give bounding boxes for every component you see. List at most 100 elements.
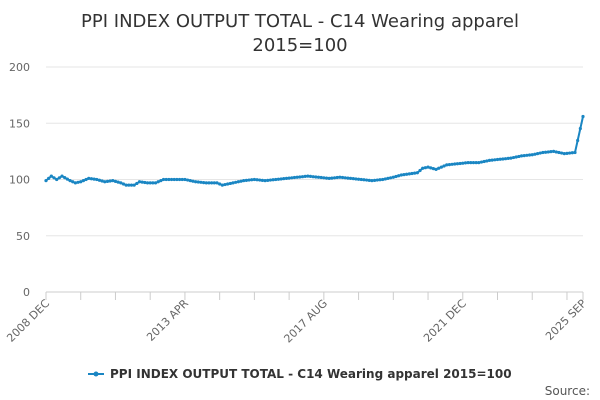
data-point[interactable] — [191, 179, 195, 183]
data-point[interactable] — [474, 161, 478, 165]
data-point[interactable] — [295, 175, 299, 179]
data-point[interactable] — [255, 178, 259, 182]
data-point[interactable] — [153, 181, 158, 185]
data-point[interactable] — [220, 183, 224, 187]
data-point[interactable] — [517, 154, 521, 159]
data-point[interactable] — [573, 150, 577, 155]
data-point[interactable] — [47, 176, 51, 180]
data-point[interactable] — [530, 153, 534, 157]
data-point[interactable] — [204, 181, 208, 185]
legend-label[interactable]: PPI INDEX OUTPUT TOTAL - C14 Wearing app… — [110, 367, 512, 381]
data-point[interactable] — [498, 157, 502, 161]
data-point[interactable] — [463, 161, 468, 165]
data-point[interactable] — [252, 177, 256, 182]
data-point[interactable] — [183, 177, 187, 182]
data-point[interactable] — [469, 161, 473, 165]
data-point[interactable] — [354, 177, 358, 181]
data-point[interactable] — [250, 178, 254, 182]
data-point[interactable] — [527, 153, 532, 157]
data-point[interactable] — [437, 166, 441, 170]
data-point[interactable] — [346, 176, 350, 180]
data-point[interactable] — [97, 178, 102, 182]
data-point[interactable] — [378, 178, 382, 182]
data-point[interactable] — [52, 176, 56, 180]
data-point[interactable] — [218, 182, 222, 186]
data-point[interactable] — [140, 180, 144, 184]
data-point[interactable] — [169, 177, 174, 182]
data-point[interactable] — [263, 179, 267, 183]
data-point[interactable] — [234, 180, 238, 184]
data-point[interactable] — [271, 178, 275, 182]
data-point[interactable] — [541, 150, 545, 155]
data-point[interactable] — [95, 177, 99, 182]
data-point[interactable] — [143, 180, 147, 185]
data-point[interactable] — [538, 151, 542, 155]
data-point[interactable] — [375, 178, 379, 182]
data-point[interactable] — [71, 180, 75, 184]
data-point[interactable] — [116, 180, 120, 184]
data-point[interactable] — [535, 152, 540, 156]
data-point[interactable] — [362, 178, 366, 182]
series-line[interactable] — [45, 116, 584, 187]
data-point[interactable] — [63, 176, 67, 180]
data-point[interactable] — [367, 178, 371, 182]
data-point[interactable] — [314, 175, 318, 179]
data-point[interactable] — [196, 180, 200, 184]
data-point[interactable] — [519, 154, 524, 158]
data-point[interactable] — [343, 176, 347, 180]
data-point[interactable] — [194, 180, 198, 184]
data-point[interactable] — [92, 177, 96, 181]
data-point[interactable] — [292, 175, 297, 180]
data-point[interactable] — [399, 173, 403, 177]
data-point[interactable] — [522, 153, 526, 158]
data-point[interactable] — [418, 168, 422, 173]
data-point[interactable] — [202, 180, 206, 185]
data-point[interactable] — [562, 152, 566, 156]
data-point[interactable] — [148, 181, 152, 185]
data-point[interactable] — [167, 177, 171, 182]
data-point[interactable] — [156, 180, 160, 184]
data-point[interactable] — [565, 151, 569, 155]
data-point[interactable] — [471, 161, 476, 165]
data-point[interactable] — [335, 175, 339, 180]
data-point[interactable] — [287, 176, 291, 180]
data-point[interactable] — [511, 155, 516, 160]
data-point[interactable] — [76, 180, 80, 184]
data-point[interactable] — [568, 151, 572, 155]
data-point[interactable] — [113, 179, 118, 183]
data-point[interactable] — [228, 181, 232, 186]
data-point[interactable] — [338, 175, 342, 179]
data-point[interactable] — [421, 166, 425, 170]
data-point[interactable] — [188, 179, 192, 183]
data-point[interactable] — [381, 177, 385, 182]
data-point[interactable] — [431, 167, 435, 171]
data-point[interactable] — [100, 179, 104, 183]
data-point[interactable] — [274, 177, 278, 182]
data-point[interactable] — [108, 179, 112, 183]
data-point[interactable] — [397, 174, 401, 178]
data-point[interactable] — [177, 177, 182, 182]
data-point[interactable] — [506, 156, 510, 161]
data-point[interactable] — [576, 138, 580, 143]
data-point[interactable] — [370, 179, 374, 183]
data-point[interactable] — [164, 177, 168, 182]
data-point[interactable] — [127, 183, 131, 187]
data-point[interactable] — [199, 180, 203, 184]
data-point[interactable] — [332, 176, 337, 180]
data-point[interactable] — [461, 161, 465, 165]
data-point[interactable] — [258, 178, 262, 182]
data-point[interactable] — [487, 158, 492, 162]
data-point[interactable] — [514, 155, 518, 159]
data-point[interactable] — [442, 164, 446, 168]
data-point[interactable] — [407, 172, 411, 176]
data-point[interactable] — [111, 179, 115, 183]
data-point[interactable] — [453, 162, 457, 166]
data-point[interactable] — [495, 157, 500, 162]
data-point[interactable] — [303, 174, 307, 179]
data-point[interactable] — [557, 150, 561, 155]
data-point[interactable] — [546, 150, 550, 154]
data-point[interactable] — [121, 182, 126, 186]
data-point[interactable] — [373, 178, 377, 182]
data-point[interactable] — [455, 162, 460, 166]
data-point[interactable] — [284, 176, 289, 180]
